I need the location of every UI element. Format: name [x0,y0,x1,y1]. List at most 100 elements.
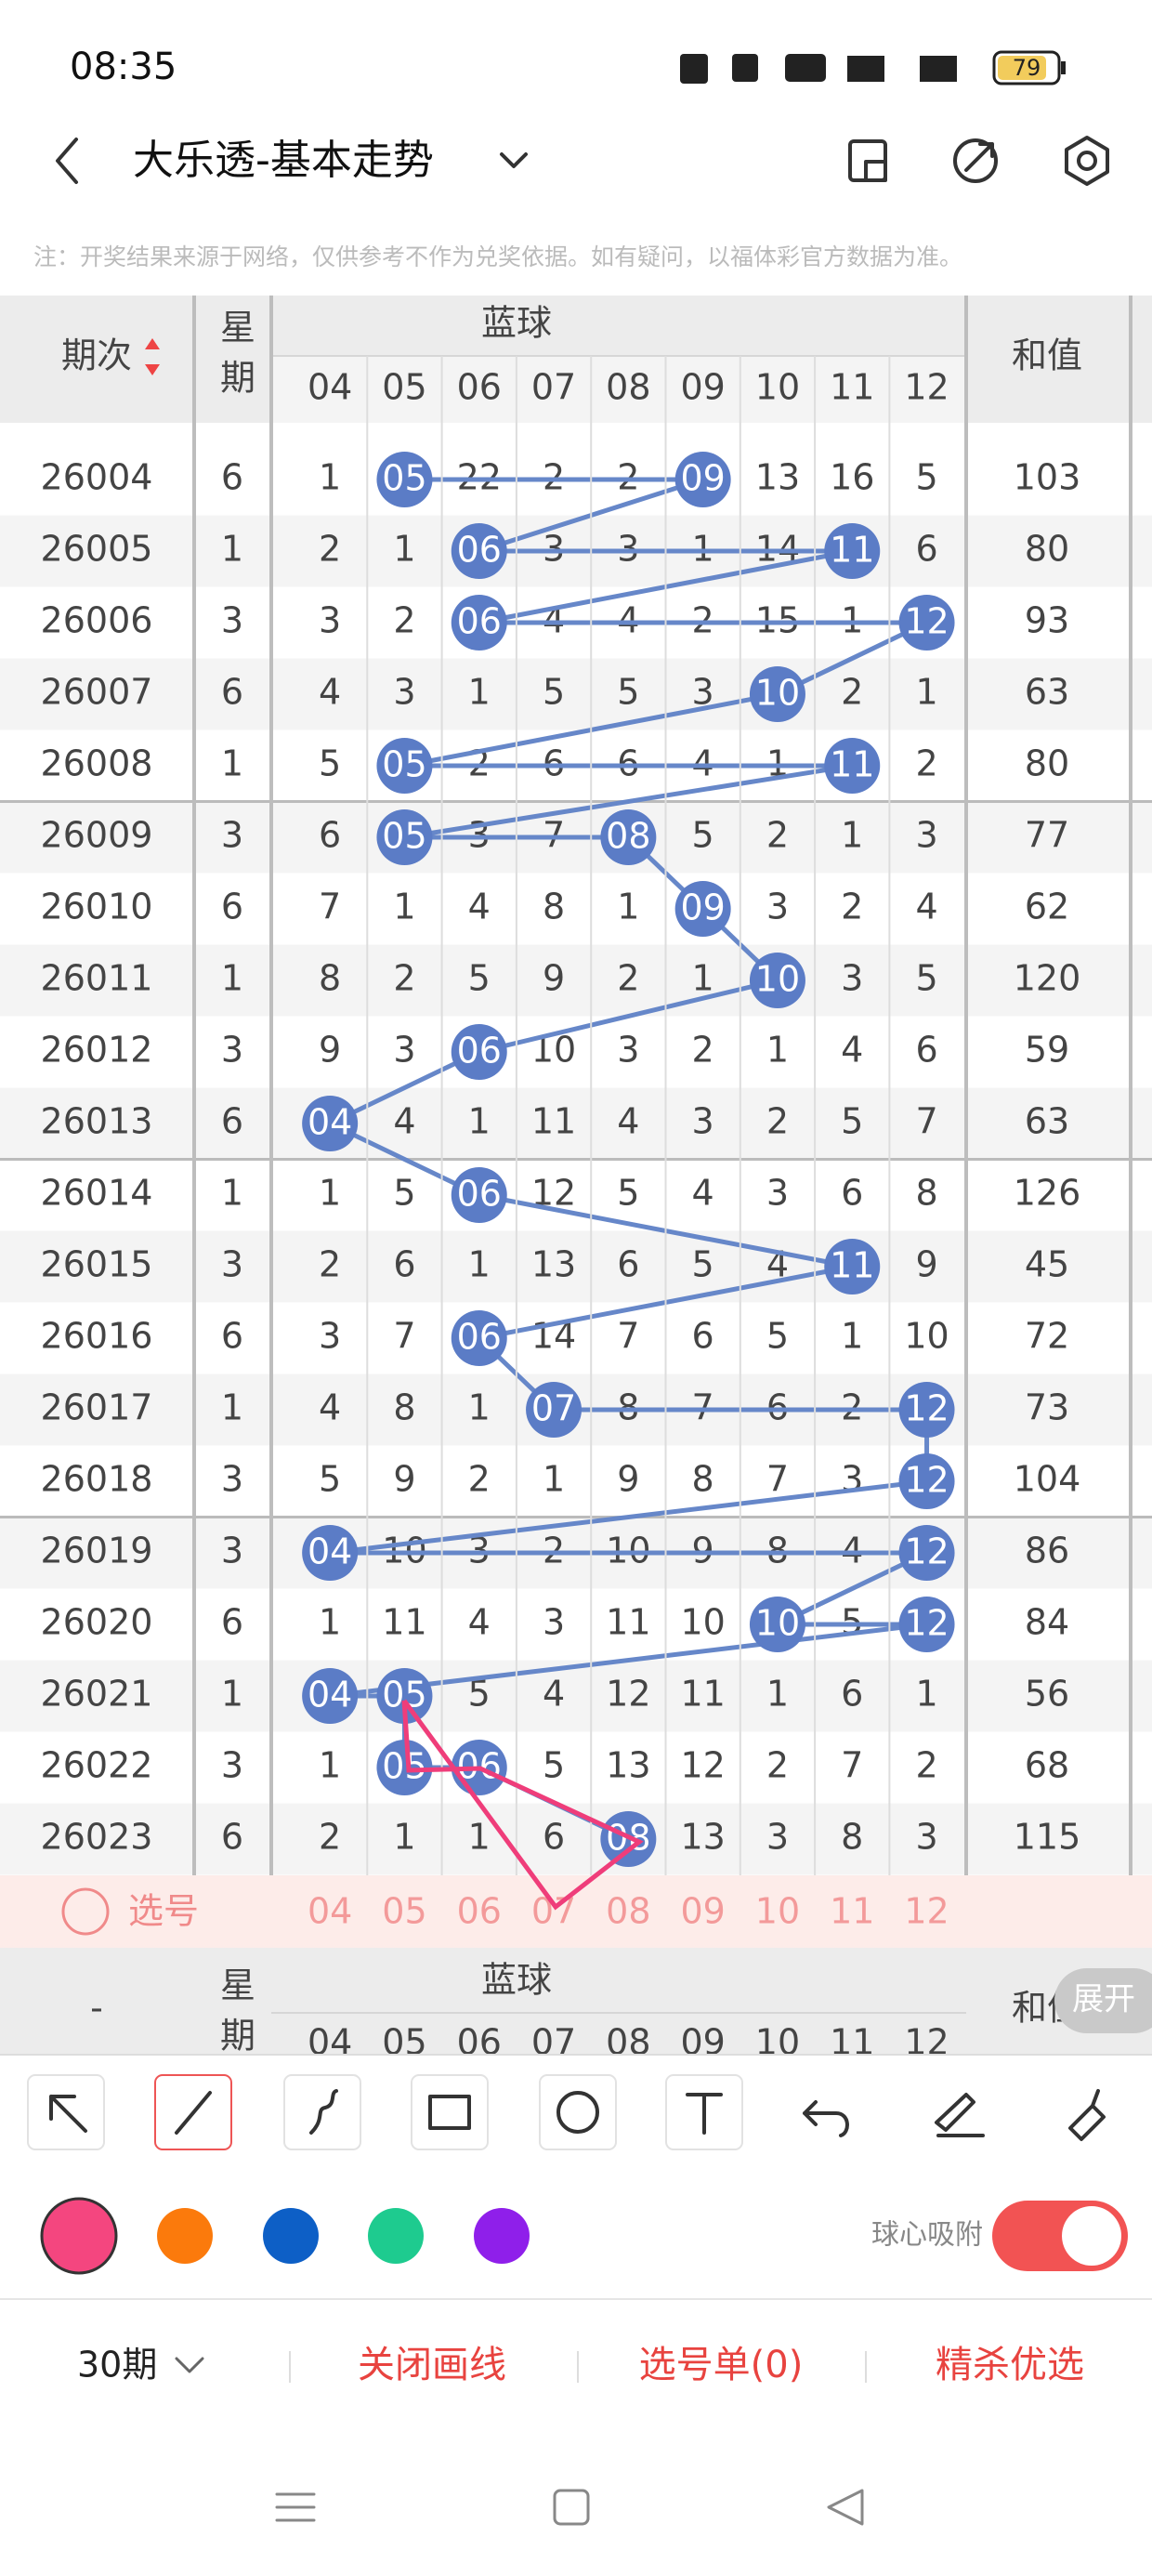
ball [451,1167,507,1223]
ball-number: 12 [904,1460,949,1501]
sort-icon[interactable] [145,338,160,375]
omission-count: 8 [393,1387,415,1428]
weekday: 3 [221,1459,243,1500]
row-background [0,1445,1152,1518]
title-dropdown[interactable] [500,152,528,168]
ball-number: 11 [830,1245,874,1286]
ball-number: 12 [904,1603,949,1644]
column-header: 09 [680,2022,725,2063]
select-number[interactable]: 08 [606,1891,650,1932]
weekday: 3 [221,1745,243,1786]
ball-number: 05 [382,458,426,499]
omission-count: 5 [915,457,937,498]
expand-label[interactable]: 展开 [1072,1981,1135,2018]
ball-number: 09 [680,458,725,499]
omission-count: 5 [766,1316,789,1357]
omission-count: 1 [766,1030,789,1071]
expand-button[interactable] [1054,1968,1152,2033]
column-header: 11 [830,367,874,408]
omission-count: 16 [830,457,874,498]
sum: 63 [1025,672,1069,713]
row-background [0,1731,1152,1804]
sum: 86 [1025,1531,1069,1571]
omission-count: 5 [319,743,341,784]
omission-count: 1 [468,1817,491,1858]
sum: 104 [1014,1459,1081,1500]
column-header: 09 [680,367,725,408]
featured-button[interactable]: 精杀优选 [936,2344,1084,2386]
ball-number: 11 [830,530,874,571]
period: 26009 [41,815,153,856]
toggle-knob [1062,2206,1121,2266]
select-radio[interactable] [61,1887,110,1936]
omission-count: 6 [617,1244,639,1285]
omission-count: 2 [393,600,415,641]
sum: 56 [1025,1674,1069,1715]
omission-count: 5 [393,1173,415,1214]
select-number[interactable]: 05 [382,1891,426,1932]
ball-number: 04 [308,1531,352,1572]
select-number[interactable]: 06 [457,1891,502,1932]
select-number[interactable]: 10 [755,1891,800,1932]
column-header: 06 [457,367,502,408]
close-lines-button[interactable]: 关闭画线 [358,2344,506,2386]
back-button[interactable] [56,138,78,184]
select-number[interactable]: 12 [904,1891,949,1932]
omission-count: 3 [393,1030,415,1071]
disclaimer: 注：开奖结果来源于网络，仅供参考不作为兑奖依据。如有疑问，以福体彩官方数据为准。 [33,243,962,270]
omission-count: 1 [319,1745,341,1786]
ball [526,1382,583,1438]
omission-count: 1 [468,1101,491,1142]
ball-number: 06 [457,1317,502,1358]
ball [824,738,881,794]
ball [824,523,881,579]
nav-bar[interactable] [275,2489,864,2526]
header-actions[interactable] [848,136,1109,186]
omission-count: 2 [617,958,639,999]
omission-count: 2 [915,1745,937,1786]
omission-count: 9 [393,1459,415,1500]
footer-header [0,1948,1152,2055]
omission-count: 11 [606,1602,650,1643]
select-number[interactable]: 09 [680,1891,725,1932]
omission-count: 4 [468,887,491,927]
omission-count: 1 [692,958,714,999]
trend-lines [324,477,930,1842]
select-number[interactable]: 04 [308,1891,352,1932]
weekday: 1 [221,1674,243,1715]
blue-header: 蓝球 [481,1960,552,2001]
ball [451,523,507,579]
ball [600,809,657,865]
ball-number: 05 [382,1746,426,1787]
select-number[interactable]: 11 [830,1891,874,1932]
ball-number: 06 [457,601,502,642]
ball-number: 12 [904,601,949,642]
weekday: 1 [221,1173,243,1214]
row-background [0,1302,1152,1374]
column-header: 04 [308,367,352,408]
omission-count: 7 [841,1745,863,1786]
period-select[interactable]: 30期 [77,2345,157,2385]
draw-tools[interactable] [27,2074,1106,2150]
row-background [0,1588,1152,1661]
sum: 93 [1025,600,1069,641]
omission-count: 2 [766,815,789,856]
ball [451,1310,507,1366]
omission-count: 1 [617,887,639,927]
weekday: 6 [221,672,243,713]
pick-list-button[interactable]: 选号单(0) [639,2344,804,2386]
omission-count: 2 [319,1244,341,1285]
sum: 103 [1014,457,1081,498]
omission-count: 3 [319,600,341,641]
color-palette[interactable] [40,2197,530,2275]
page-title[interactable]: 大乐透-基本走势 [133,137,434,184]
period: 26018 [41,1459,153,1500]
row-background [0,658,1152,730]
omission-count: 3 [393,672,415,713]
ball [674,881,731,937]
ball-number: 10 [755,673,800,714]
ball [302,1096,359,1151]
omission-count: 6 [841,1173,863,1214]
omission-count: 1 [393,1817,415,1858]
select-label: 选号 [128,1891,199,1932]
